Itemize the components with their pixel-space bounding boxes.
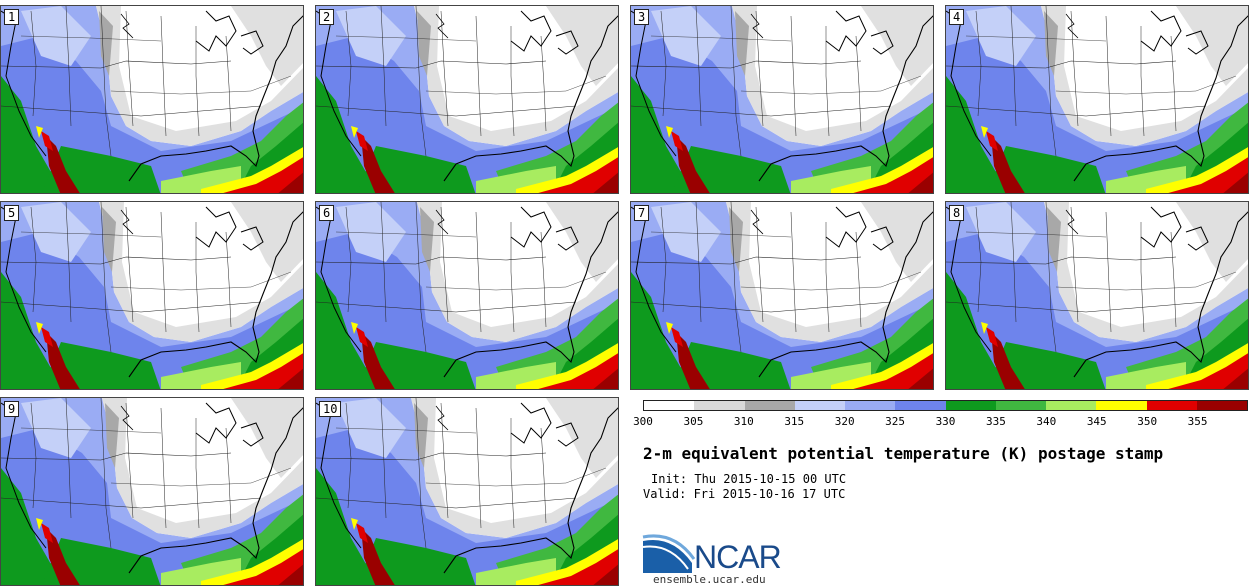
map-panel: 8 — [945, 201, 1249, 390]
map-panel: 4 — [945, 5, 1249, 194]
colorbar-cell — [694, 401, 745, 410]
ensemble-member-label: 2 — [319, 9, 335, 25]
ensemble-member-label: 6 — [319, 205, 335, 221]
colorbar-cell — [995, 401, 1046, 410]
map-panel: 2 — [315, 5, 619, 194]
map-panel: 9 — [0, 397, 304, 586]
website-url[interactable]: ensemble.ucar.edu — [653, 573, 766, 586]
colorbar-tick-label: 300 — [633, 415, 653, 428]
map-panel: 3 — [630, 5, 934, 194]
colorbar-tick-label: 305 — [683, 415, 704, 428]
colorbar-cell — [644, 401, 695, 410]
colorbar-cell — [794, 401, 845, 410]
ncar-logo-text: NCAR — [694, 539, 782, 575]
colorbar-tick-label: 325 — [885, 415, 906, 428]
ensemble-member-label: 7 — [634, 205, 650, 221]
init-time: Init: Thu 2015-10-15 00 UTC — [651, 472, 847, 486]
temperature-map — [631, 6, 933, 193]
colorbar-tick-label: 355 — [1187, 415, 1208, 428]
ensemble-member-label: 9 — [4, 401, 20, 417]
colorbar-cell — [845, 401, 896, 410]
colorbar-tick-label: 320 — [834, 415, 855, 428]
ensemble-member-label: 8 — [949, 205, 965, 221]
colorbar-tick-label: 315 — [784, 415, 805, 428]
colorbar-tick-label: 335 — [985, 415, 1006, 428]
colorbar-cell — [945, 401, 996, 410]
ensemble-member-label: 3 — [634, 9, 650, 25]
temperature-map — [316, 398, 618, 585]
temperature-map — [316, 202, 618, 389]
colorbar-tick-label: 330 — [935, 415, 956, 428]
colorbar-cell — [1096, 401, 1147, 410]
map-panel: 10 — [315, 397, 619, 586]
valid-time: Valid: Fri 2015-10-16 17 UTC — [643, 487, 846, 501]
temperature-map — [1, 202, 303, 389]
ensemble-member-label: 4 — [949, 9, 965, 25]
map-panel: 5 — [0, 201, 304, 390]
colorbar-cell — [1196, 401, 1247, 410]
ncar-logo-icon — [642, 534, 696, 573]
temperature-map — [946, 202, 1248, 389]
colorbar — [643, 400, 1248, 411]
colorbar-tick-label: 350 — [1137, 415, 1158, 428]
colorbar-tick-label: 340 — [1036, 415, 1057, 428]
map-panel: 7 — [630, 201, 934, 390]
ensemble-member-label: 1 — [4, 9, 20, 25]
colorbar-cell — [1046, 401, 1097, 410]
ensemble-member-label: 5 — [4, 205, 20, 221]
map-panel: 6 — [315, 201, 619, 390]
temperature-map — [631, 202, 933, 389]
temperature-map — [1, 6, 303, 193]
colorbar-cell — [1146, 401, 1197, 410]
temperature-map — [316, 6, 618, 193]
colorbar-tick-label: 345 — [1086, 415, 1107, 428]
temperature-map — [1, 398, 303, 585]
figure-title: 2-m equivalent potential temperature (K)… — [643, 444, 1164, 463]
colorbar-tick-label: 310 — [733, 415, 754, 428]
map-panel: 1 — [0, 5, 304, 194]
temperature-map — [946, 6, 1248, 193]
colorbar-cell — [744, 401, 795, 410]
ensemble-member-label: 10 — [319, 401, 342, 417]
colorbar-cell — [895, 401, 946, 410]
